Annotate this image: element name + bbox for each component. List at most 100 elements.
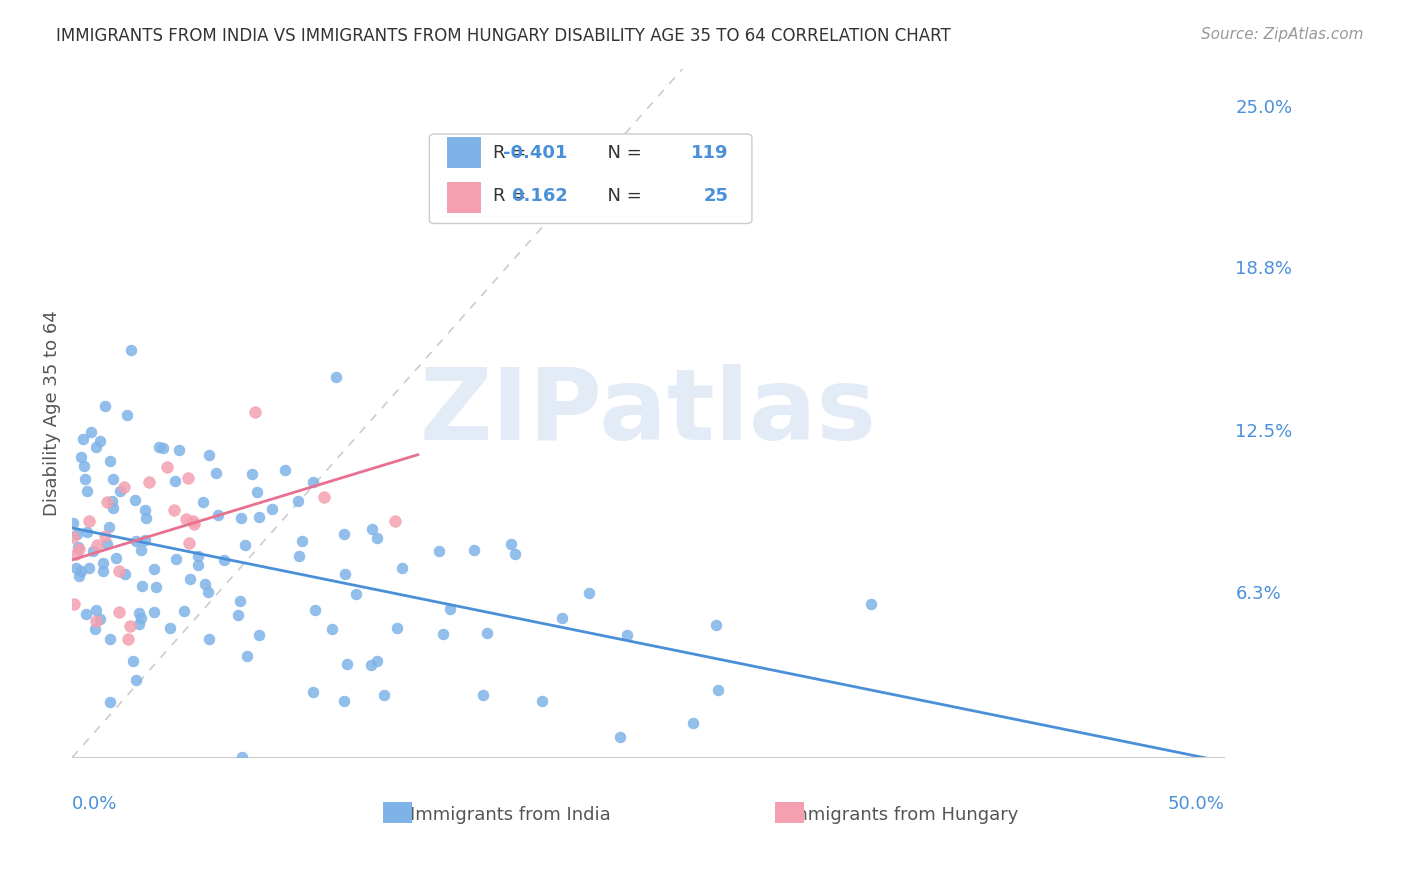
Text: 0.162: 0.162 — [510, 187, 568, 205]
Point — [67, 542, 90, 557]
Text: 0.0%: 0.0% — [72, 796, 118, 814]
Text: Immigrants from India: Immigrants from India — [409, 805, 610, 823]
Point — [89, 434, 111, 448]
Point — [65, 547, 87, 561]
Point — [86, 538, 108, 552]
Point — [131, 579, 153, 593]
Point — [93, 565, 115, 579]
Point — [463, 542, 485, 557]
Text: IMMIGRANTS FROM INDIA VS IMMIGRANTS FROM HUNGARY DISABILITY AGE 35 TO 64 CORRELA: IMMIGRANTS FROM INDIA VS IMMIGRANTS FROM… — [56, 27, 950, 45]
Point — [98, 632, 121, 647]
Point — [73, 472, 96, 486]
Text: 12.5%: 12.5% — [1236, 424, 1292, 442]
Point — [229, 594, 252, 608]
Point — [129, 611, 152, 625]
Point — [128, 616, 150, 631]
Point — [62, 516, 84, 530]
Point — [187, 558, 209, 572]
Point — [101, 494, 124, 508]
Point — [69, 450, 91, 464]
Point — [66, 527, 89, 541]
Point — [198, 448, 221, 462]
Point — [360, 657, 382, 672]
Point — [344, 587, 367, 601]
Point — [72, 433, 94, 447]
Text: 6.3%: 6.3% — [1236, 584, 1281, 603]
Point — [120, 343, 142, 358]
Point — [173, 604, 195, 618]
Point — [98, 695, 121, 709]
Point — [501, 537, 523, 551]
Point — [122, 654, 145, 668]
Point — [333, 694, 356, 708]
Point — [89, 612, 111, 626]
Point — [125, 534, 148, 549]
Point — [194, 576, 217, 591]
Point — [262, 502, 284, 516]
Point — [682, 716, 704, 731]
Point — [181, 514, 204, 528]
Point — [67, 541, 90, 555]
Point — [333, 567, 356, 582]
Point — [134, 503, 156, 517]
Point — [304, 603, 326, 617]
Point — [108, 565, 131, 579]
Point — [98, 454, 121, 468]
Point — [124, 493, 146, 508]
Point — [707, 683, 730, 698]
FancyBboxPatch shape — [447, 137, 481, 169]
Point — [366, 531, 388, 545]
Point — [98, 520, 121, 534]
Point — [84, 615, 107, 629]
Point — [231, 750, 253, 764]
Point — [391, 561, 413, 575]
Point — [439, 602, 461, 616]
Point — [427, 544, 450, 558]
Point — [336, 657, 359, 671]
Point — [273, 463, 295, 477]
Point — [163, 474, 186, 488]
Point — [70, 564, 93, 578]
Point — [578, 586, 600, 600]
Point — [80, 425, 103, 440]
Point — [145, 580, 167, 594]
Point — [163, 503, 186, 517]
Text: -0.401: -0.401 — [503, 144, 568, 161]
Point — [193, 495, 215, 509]
Point — [82, 544, 104, 558]
Text: N =: N = — [596, 144, 648, 161]
Point — [96, 495, 118, 509]
Point — [177, 470, 200, 484]
Point — [75, 607, 97, 621]
Point — [233, 538, 256, 552]
Point — [148, 440, 170, 454]
Point — [361, 522, 384, 536]
Text: R =: R = — [492, 144, 531, 161]
Point — [84, 603, 107, 617]
Point — [176, 511, 198, 525]
Point — [84, 440, 107, 454]
Y-axis label: Disability Age 35 to 64: Disability Age 35 to 64 — [44, 310, 60, 516]
Point — [143, 605, 166, 619]
Point — [616, 628, 638, 642]
Point — [212, 553, 235, 567]
Point — [138, 475, 160, 490]
Point — [247, 509, 270, 524]
Point — [291, 534, 314, 549]
Text: N =: N = — [596, 187, 648, 205]
Point — [387, 621, 409, 635]
Point — [384, 514, 406, 528]
Text: 25: 25 — [704, 187, 728, 205]
Point — [65, 561, 87, 575]
Text: 50.0%: 50.0% — [1167, 796, 1225, 814]
Point — [704, 618, 727, 632]
Point — [101, 472, 124, 486]
Point — [134, 533, 156, 547]
Point — [432, 627, 454, 641]
FancyBboxPatch shape — [384, 802, 412, 822]
Text: Immigrants from Hungary: Immigrants from Hungary — [785, 805, 1018, 823]
Text: 18.8%: 18.8% — [1236, 260, 1292, 277]
Point — [477, 626, 499, 640]
Point — [142, 562, 165, 576]
Point — [73, 458, 96, 473]
